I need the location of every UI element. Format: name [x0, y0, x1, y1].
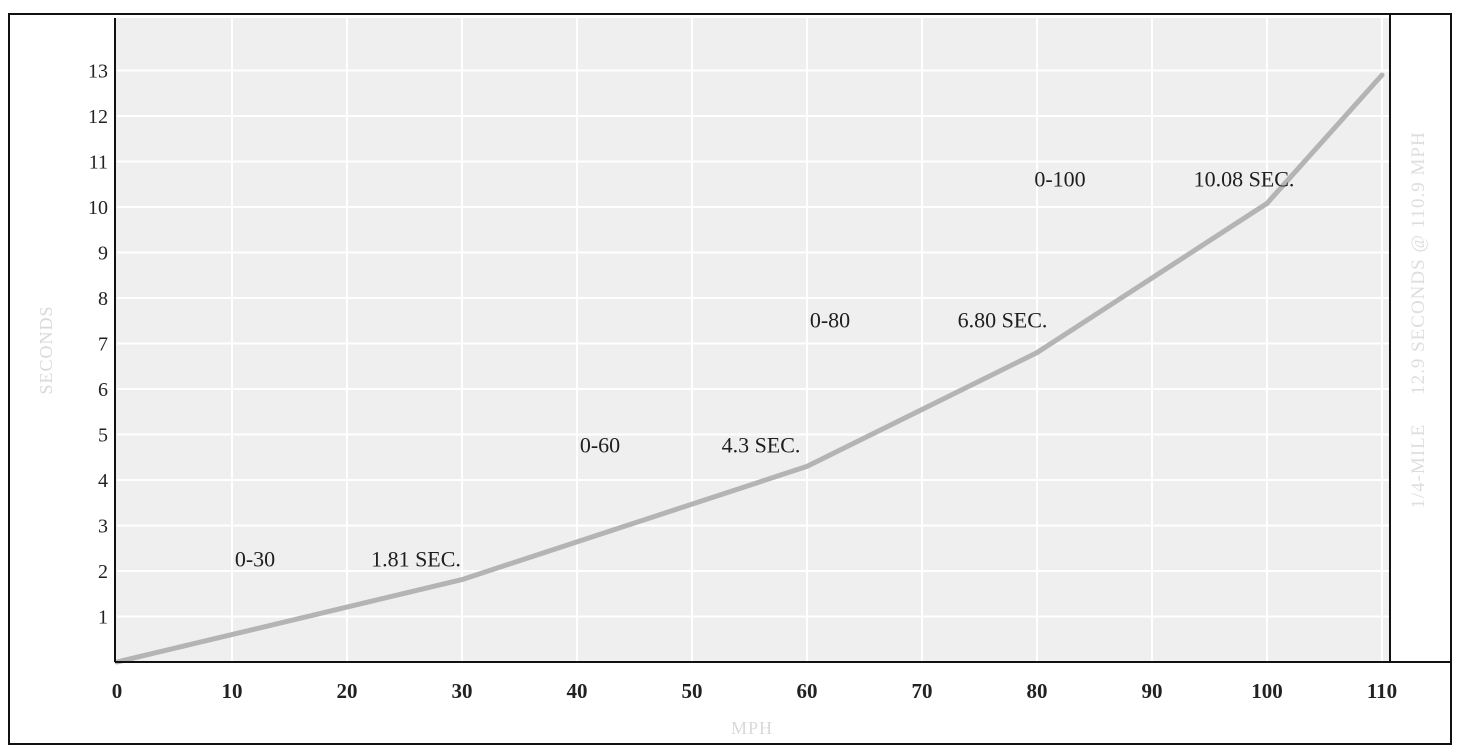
y-tick-label: 4: [98, 470, 108, 492]
y-tick-label: 9: [98, 243, 108, 265]
plot-background: [115, 18, 1390, 661]
x-tick-label: 20: [337, 679, 358, 703]
y-tick-label: 3: [98, 516, 108, 538]
y-tick-label: 12: [88, 106, 108, 128]
x-tick-label: 80: [1027, 679, 1048, 703]
x-tick-label: 50: [682, 679, 703, 703]
y-tick-label: 8: [98, 288, 108, 310]
annotation-range-label: 0-30: [235, 546, 275, 571]
annotation-time-label: 1.81 SEC.: [371, 546, 461, 571]
quarter-mile-note: 1/4-MILE 12.9 SECONDS @ 110.9 MPH: [1408, 131, 1429, 508]
y-tick-label: 11: [89, 152, 108, 174]
y-tick-label: 7: [98, 334, 108, 356]
x-tick-label: 40: [567, 679, 588, 703]
acceleration-line: [114, 72, 1385, 665]
x-tick-label: 110: [1367, 679, 1397, 703]
x-tick-label: 60: [797, 679, 818, 703]
x-tick-label: 70: [912, 679, 933, 703]
y-tick-label: 2: [98, 561, 108, 583]
annotation-time-label: 4.3 SEC.: [722, 433, 801, 458]
data-point: [459, 577, 465, 582]
x-tick-label: 100: [1251, 679, 1283, 703]
y-tick-label: 6: [98, 379, 108, 401]
annotation-time-label: 6.80 SEC.: [958, 308, 1048, 333]
x-tick-label: 10: [222, 679, 243, 703]
y-tick-label: 1: [98, 607, 108, 629]
annotations: 0-30 1.81 SEC. 0-60 4.3 SEC. 0-80 6.80 SEC. 0-…: [235, 167, 1295, 572]
x-tick-labels: 0 10 20 30 40 50 60 70 80 90 100 110: [112, 679, 1397, 703]
frame-layer: [114, 14, 1451, 663]
data-point: [1034, 350, 1040, 355]
y-axis-title: SECONDS: [36, 305, 56, 394]
annotation-time-label: 10.08 SEC.: [1194, 167, 1295, 192]
annotation-range-label: 0-100: [1034, 167, 1085, 192]
y-tick-label: 5: [98, 425, 108, 447]
annotation-range-label: 0-60: [580, 433, 620, 458]
data-point: [804, 464, 810, 469]
y-tick-label: 13: [88, 61, 108, 83]
x-tick-label: 90: [1142, 679, 1163, 703]
x-tick-label: 0: [112, 679, 123, 703]
grid-layer: [117, 18, 1390, 662]
data-point: [1379, 72, 1385, 78]
annotation-range-label: 0-80: [810, 308, 850, 333]
x-axis-title: MPH: [731, 718, 773, 738]
data-point: [1264, 201, 1270, 206]
y-tick-label: 10: [88, 197, 108, 219]
x-tick-label: 30: [452, 679, 473, 703]
